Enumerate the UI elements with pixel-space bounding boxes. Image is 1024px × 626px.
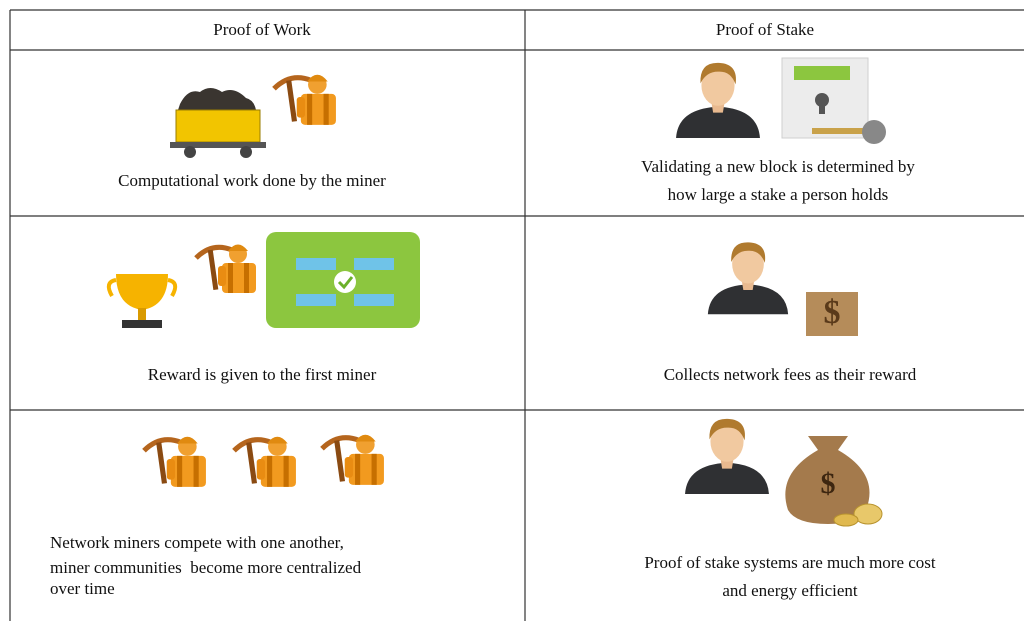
dollar-icon: $ (806, 292, 858, 336)
cell-text: and energy efficient (722, 581, 858, 600)
blockchain-icon (266, 232, 420, 328)
miner-icon (196, 245, 256, 294)
cell-text: Computational work done by the miner (118, 171, 386, 190)
miner-icon (144, 437, 206, 487)
miner-icon (274, 75, 336, 125)
dollar-symbol: $ (821, 467, 836, 500)
cell-text: Proof of stake systems are much more cos… (644, 553, 936, 572)
trophy-icon (106, 274, 178, 328)
person-icon (685, 418, 769, 494)
dollar-symbol: $ (824, 294, 841, 331)
cell-text: Collects network fees as their reward (664, 365, 917, 384)
column-header: Proof of Work (213, 20, 311, 39)
table-grid (9, 9, 1024, 621)
column-header: Proof of Stake (716, 20, 814, 39)
cell-text: over time (50, 579, 115, 598)
cell-text: miner communities become more centralize… (50, 558, 362, 577)
cell-text: Validating a new block is determined by (641, 157, 915, 176)
cell-text: Reward is given to the first miner (148, 365, 377, 384)
miner-icon (322, 435, 384, 485)
cell-text: how large a stake a person holds (668, 185, 889, 204)
miner-icon (234, 437, 296, 487)
lock-key-icon (781, 57, 886, 144)
money-bag-icon: $ (785, 436, 883, 527)
person-icon (707, 242, 789, 315)
person-icon (676, 62, 760, 138)
cell-text: Network miners compete with one another, (50, 533, 344, 552)
coal-cart-icon (170, 88, 266, 158)
